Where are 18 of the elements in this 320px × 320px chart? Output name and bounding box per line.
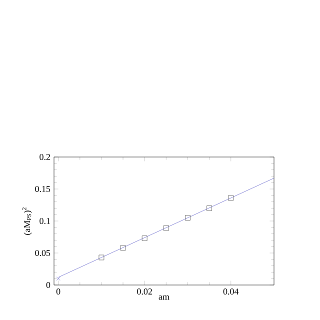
y-axis-title: (aM$_{PS}$)$^{2}$: [22, 208, 32, 235]
y-tick-label: 0.05: [35, 250, 50, 256]
y-tick-label: 0.15: [35, 186, 50, 192]
point: [185, 215, 190, 220]
y-tick-label: 0: [46, 282, 50, 288]
x-tick-label: 0.04: [223, 288, 239, 295]
point: [142, 236, 148, 241]
x-tick-label: 0: [56, 288, 60, 295]
point: [120, 245, 126, 251]
point: [98, 254, 104, 260]
point: [228, 195, 234, 201]
point: [163, 225, 169, 231]
point: [206, 206, 212, 211]
x-tick-label: 0.02: [137, 288, 152, 295]
x-axis-title: am: [158, 295, 170, 300]
point: [56, 276, 60, 281]
y-tick-label: 0.2: [40, 154, 50, 160]
y-tick-label: 0.1: [40, 218, 50, 224]
